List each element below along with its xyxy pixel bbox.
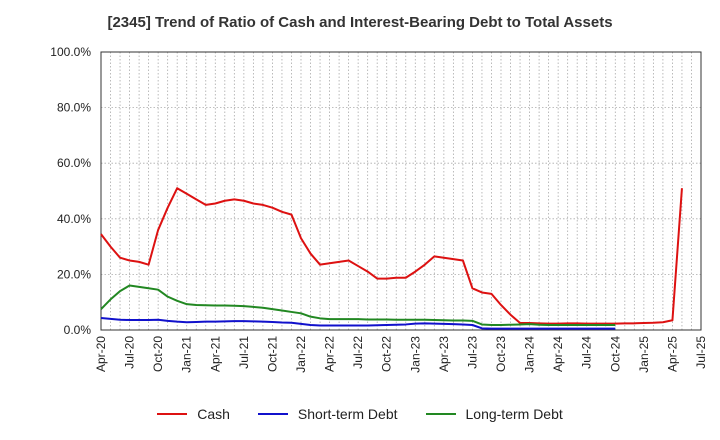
x-tick-label: Apr-25 [665,336,679,372]
x-tick-label: Jul-23 [465,336,479,369]
x-tick-label: Jan-25 [637,336,651,373]
axes [100,51,702,331]
x-tick-label: Apr-23 [437,336,451,372]
legend-label-short-term-debt: Short-term Debt [297,406,398,422]
legend-item-cash: Cash [157,406,230,422]
legend-item-long-term-debt: Long-term Debt [425,406,563,422]
x-tick-label: Jan-23 [408,336,422,373]
y-tick-label: 0.0% [64,323,92,337]
x-tick-label: Oct-24 [608,336,622,372]
series-line-long-term-debt [100,284,616,326]
legend-swatch-long-term-debt [425,413,456,415]
x-tick-label: Apr-22 [323,336,337,372]
legend: Cash Short-term Debt Long-term Debt [0,404,720,424]
line-chart: 0.0% 20.0% 40.0% 60.0% 80.0% 100.0% Apr-20 Jul… [50,45,708,373]
x-tick-label: Jul-25 [694,336,708,369]
series-lines [100,187,683,330]
x-tick-label: Apr-21 [208,336,222,372]
x-tick-label: Oct-21 [265,336,279,372]
legend-label-cash: Cash [197,406,230,422]
x-tick-label: Oct-20 [151,336,165,372]
x-tick-label: Jan-22 [294,336,308,373]
legend-swatch-short-term-debt [257,413,288,415]
series-line-cash [100,187,683,325]
chart-title: [2345] Trend of Ratio of Cash and Intere… [107,14,613,31]
x-tick-label: Jul-24 [580,336,594,369]
x-tick-label: Apr-20 [94,336,108,372]
x-tick-labels: Apr-20 Jul-20 Oct-20 Jan-21 Apr-21 Jul-21 Oct-… [94,336,708,373]
x-tick-label: Jul-20 [123,336,137,369]
series-line-short-term-debt [100,317,616,330]
y-tick-label: 80.0% [57,101,91,115]
legend-label-long-term-debt: Long-term Debt [465,406,563,422]
x-tick-label: Jan-24 [523,336,537,373]
x-tick-label: Jul-22 [351,336,365,369]
y-tick-labels: 0.0% 20.0% 40.0% 60.0% 80.0% 100.0% [50,45,91,337]
y-tick-label: 40.0% [57,212,91,226]
x-tick-label: Jul-21 [237,336,251,369]
grid [100,51,702,331]
x-tick-label: Oct-22 [380,336,394,372]
y-tick-label: 20.0% [57,267,91,281]
x-tick-label: Apr-24 [551,336,565,372]
x-tick-label: Oct-23 [494,336,508,372]
y-tick-label: 100.0% [50,45,91,59]
x-tick-label: Jan-21 [180,336,194,373]
plot-frame [100,51,702,331]
legend-swatch-cash [157,413,188,415]
legend-item-short-term-debt: Short-term Debt [257,406,398,422]
y-tick-label: 60.0% [57,156,91,170]
